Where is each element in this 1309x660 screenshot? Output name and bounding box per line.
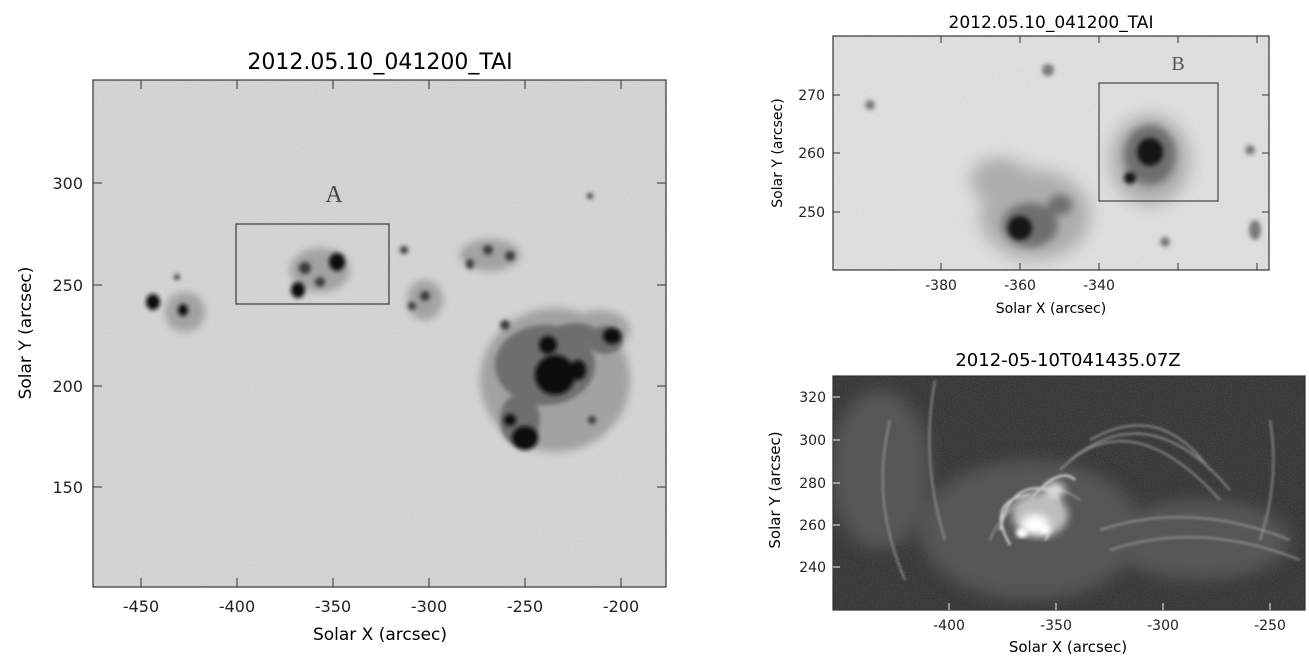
right-bottom-x-tick-label: -250 [1254, 618, 1286, 634]
right-bottom-y-tick-label: 320 [799, 390, 826, 406]
right-bottom-x-tick-label: -300 [1147, 618, 1179, 634]
right-bottom-x-tick-label: -400 [933, 618, 965, 634]
right-top-panel-title: 2012.05.10_041200_TAI [949, 13, 1154, 33]
left-x-tick-label: -450 [123, 597, 159, 616]
right-bottom-y-tick-label: 260 [799, 518, 826, 534]
right-top-x-tick-label: -340 [1083, 278, 1115, 294]
right-top-y-tick-label: 250 [798, 205, 825, 221]
right-bottom-y-tick-label: 300 [799, 433, 826, 449]
left-y-tick-label: 300 [52, 174, 83, 193]
right-top-y-axis-label: Solar Y (arcsec) [770, 98, 786, 207]
left-y-tick-label: 150 [52, 478, 83, 497]
right-bottom-y-tick-label: 280 [799, 476, 826, 492]
left-y-axis-label: Solar Y (arcsec) [16, 267, 36, 400]
region-box-a [235, 223, 390, 305]
right-bottom-y-axis-label: Solar Y (arcsec) [766, 431, 784, 548]
right-bottom-panel: 2012-05-10T041435.07Z [766, 350, 1306, 656]
right-bottom-x-tick-label: -350 [1040, 618, 1072, 634]
left-y-tick-label: 250 [52, 276, 83, 295]
right-top-x-tick-label: -380 [925, 278, 957, 294]
right-bottom-x-axis-label: Solar X (arcsec) [1009, 638, 1127, 656]
left-panel: 2012.05.10_041200_TAI [16, 50, 667, 645]
left-magnetogram-image [93, 80, 666, 587]
region-label-b: B [1171, 53, 1184, 75]
right-top-x-tick-marks [940, 36, 1258, 270]
left-axes-frame [92, 79, 667, 588]
right-bottom-y-tick-label: 240 [799, 560, 826, 576]
left-y-tick-label: 200 [52, 377, 83, 396]
left-x-tick-label: -300 [411, 597, 447, 616]
right-top-magnetogram-image [833, 36, 1269, 270]
right-top-y-tick-marks [833, 94, 1269, 213]
left-y-tick-marks [93, 182, 666, 488]
right-top-panel: 2012.05.10_041200_TAI [770, 13, 1270, 317]
left-x-axis-label: Solar X (arcsec) [313, 625, 447, 645]
right-top-x-axis-label: Solar X (arcsec) [996, 301, 1106, 317]
region-box-b [1098, 82, 1219, 202]
right-top-y-tick-label: 270 [798, 88, 825, 104]
left-x-tick-label: -350 [315, 597, 351, 616]
left-x-tick-label: -200 [603, 597, 639, 616]
left-panel-title: 2012.05.10_041200_TAI [247, 50, 512, 75]
right-bottom-y-tick-marks [833, 396, 840, 568]
right-bottom-axes-frame [832, 375, 1306, 611]
region-label-a: A [325, 182, 343, 208]
right-bottom-euv-image [833, 376, 1305, 610]
right-bottom-panel-title: 2012-05-10T041435.07Z [955, 350, 1180, 371]
right-top-y-tick-label: 260 [798, 146, 825, 162]
left-x-tick-label: -250 [507, 597, 543, 616]
right-top-x-tick-label: -360 [1004, 278, 1036, 294]
left-x-tick-marks [140, 80, 622, 587]
right-bottom-x-tick-marks [948, 603, 1271, 610]
left-x-tick-label: -400 [219, 597, 255, 616]
